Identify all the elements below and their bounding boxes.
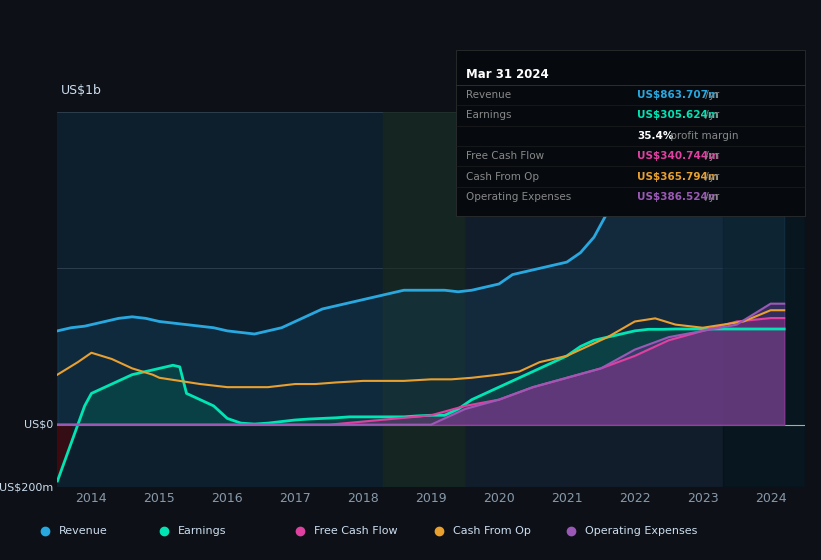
Text: Operating Expenses: Operating Expenses <box>585 526 697 536</box>
Bar <box>723 112 805 487</box>
Text: Free Cash Flow: Free Cash Flow <box>466 151 544 161</box>
Text: Revenue: Revenue <box>59 526 108 536</box>
Text: US$1b: US$1b <box>62 84 102 97</box>
Text: US$863.707m: US$863.707m <box>637 90 719 100</box>
Text: /yr: /yr <box>702 110 719 120</box>
Text: Revenue: Revenue <box>466 90 511 100</box>
Text: /yr: /yr <box>702 192 719 202</box>
Text: US$340.744m: US$340.744m <box>637 151 719 161</box>
Text: Cash From Op: Cash From Op <box>466 171 539 181</box>
Bar <box>383 112 465 487</box>
Text: Earnings: Earnings <box>466 110 511 120</box>
Text: /yr: /yr <box>702 90 719 100</box>
Text: Operating Expenses: Operating Expenses <box>466 192 571 202</box>
Text: -US$200m: -US$200m <box>0 482 53 492</box>
Text: /yr: /yr <box>702 151 719 161</box>
Text: US$386.524m: US$386.524m <box>637 192 719 202</box>
Text: 35.4%: 35.4% <box>637 131 673 141</box>
Text: Earnings: Earnings <box>178 526 227 536</box>
Text: Free Cash Flow: Free Cash Flow <box>314 526 397 536</box>
Text: US$0: US$0 <box>25 419 53 430</box>
Text: Cash From Op: Cash From Op <box>453 526 531 536</box>
Text: /yr: /yr <box>702 171 719 181</box>
Text: US$305.624m: US$305.624m <box>637 110 719 120</box>
Text: Mar 31 2024: Mar 31 2024 <box>466 68 548 81</box>
Bar <box>465 112 805 487</box>
Text: profit margin: profit margin <box>667 131 738 141</box>
Text: US$365.794m: US$365.794m <box>637 171 719 181</box>
